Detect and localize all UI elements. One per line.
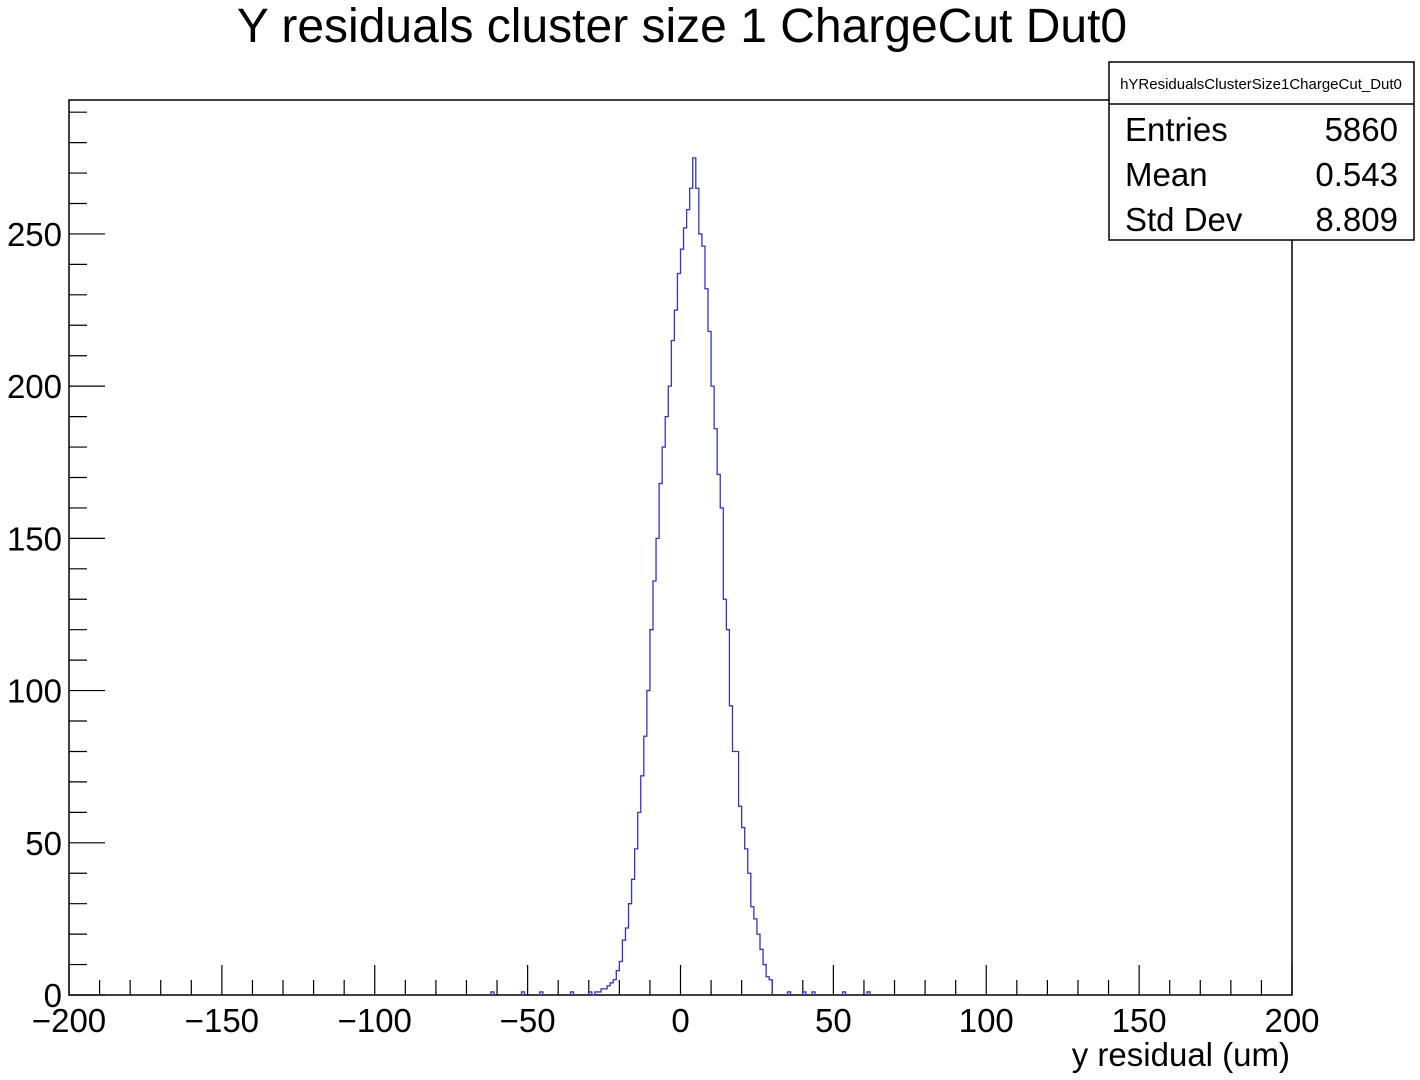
x-axis-label: y residual (um)	[1072, 1036, 1290, 1073]
x-tick-label: −100	[338, 1002, 412, 1039]
y-axis: 0 50 100 150 200 250	[7, 111, 105, 1014]
x-tick-label: −50	[500, 1002, 556, 1039]
y-tick-label: 50	[25, 825, 62, 862]
stats-box: hYResidualsClusterSize1ChargeCut_Dut0 En…	[1108, 61, 1415, 241]
x-tick-label: 150	[1112, 1002, 1167, 1039]
stat-stddev-label: Std Dev	[1125, 201, 1243, 238]
stat-entries-value: 5860	[1325, 111, 1398, 148]
outlier-bin	[786, 991, 792, 995]
outlier-bin	[490, 991, 495, 995]
x-axis: −200 −150 −100 −50 0 50 100 150 200	[32, 965, 1320, 1039]
y-tick-label: 0	[44, 977, 62, 1014]
x-tick-label: 0	[671, 1002, 689, 1039]
y-tick-label: 100	[7, 673, 62, 710]
stats-box-title: hYResidualsClusterSize1ChargeCut_Dut0	[1120, 76, 1402, 93]
stats-box-frame	[1108, 61, 1415, 241]
x-tick-label: 50	[815, 1002, 852, 1039]
outlier-bin	[811, 991, 816, 995]
x-tick-label: −150	[185, 1002, 259, 1039]
stat-stddev-value: 8.809	[1315, 201, 1398, 238]
outlier-bin	[841, 991, 847, 995]
x-tick-label: −200	[32, 1002, 106, 1039]
outlier-bins	[490, 991, 871, 995]
outlier-bin	[520, 991, 526, 995]
outlier-bin	[569, 991, 575, 995]
outlier-bin	[866, 991, 871, 995]
y-tick-label: 250	[7, 216, 62, 253]
y-tick-label: 150	[7, 520, 62, 557]
stat-entries-label: Entries	[1125, 111, 1228, 148]
stat-mean-label: Mean	[1125, 156, 1208, 193]
x-tick-label: 200	[1264, 1002, 1319, 1039]
y-tick-label: 200	[7, 368, 62, 405]
chart-title: Y residuals cluster size 1 ChargeCut Dut…	[237, 0, 1127, 53]
histogram-series	[588, 157, 773, 996]
outlier-bin	[539, 991, 544, 995]
stat-mean-value: 0.543	[1315, 156, 1398, 193]
outlier-bin	[802, 991, 807, 995]
x-tick-label: 100	[959, 1002, 1014, 1039]
